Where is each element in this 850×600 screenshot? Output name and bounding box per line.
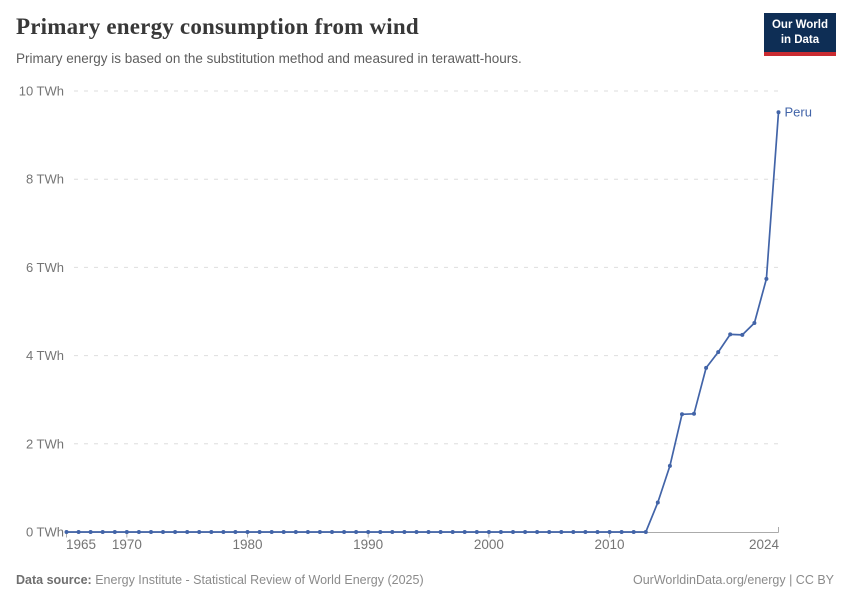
- data-source: Data source: Energy Institute - Statisti…: [16, 573, 424, 587]
- data-point[interactable]: [462, 530, 467, 534]
- data-point[interactable]: [631, 530, 636, 534]
- data-point[interactable]: [378, 530, 383, 534]
- data-point[interactable]: [390, 530, 395, 534]
- data-point[interactable]: [88, 530, 93, 534]
- data-point[interactable]: [692, 411, 696, 416]
- data-point[interactable]: [342, 530, 347, 534]
- data-point[interactable]: [317, 530, 322, 534]
- page-title: Primary energy consumption from wind: [16, 14, 419, 39]
- data-point[interactable]: [305, 530, 310, 534]
- data-point[interactable]: [161, 530, 165, 534]
- data-point[interactable]: [426, 530, 431, 534]
- y-axis-tick-label: 6 TWh: [26, 260, 64, 275]
- data-point[interactable]: [330, 530, 334, 534]
- data-point[interactable]: [571, 530, 576, 534]
- page-subtitle: Primary energy is based on the substitut…: [16, 51, 522, 66]
- data-point[interactable]: [716, 350, 721, 355]
- y-axis-tick-label: 4 TWh: [26, 348, 64, 363]
- y-axis-tick-label: 0 TWh: [26, 525, 64, 540]
- data-point[interactable]: [474, 530, 479, 534]
- data-point[interactable]: [197, 530, 202, 534]
- x-axis-tick-label: 1965: [66, 537, 96, 552]
- data-point[interactable]: [209, 530, 214, 534]
- data-point[interactable]: [64, 530, 69, 534]
- data-point[interactable]: [704, 365, 709, 370]
- data-point[interactable]: [643, 530, 648, 534]
- data-point[interactable]: [100, 530, 105, 534]
- y-axis-tick-label: 2 TWh: [26, 436, 64, 451]
- data-point[interactable]: [583, 530, 588, 534]
- data-point[interactable]: [595, 530, 600, 534]
- series-end-label[interactable]: Peru: [785, 105, 812, 120]
- owid-logo-line1: Our World: [771, 19, 828, 31]
- data-source-label: Data source:: [16, 573, 92, 587]
- data-point[interactable]: [655, 500, 660, 505]
- data-point[interactable]: [173, 530, 178, 534]
- data-point[interactable]: [281, 530, 286, 534]
- data-point[interactable]: [776, 110, 781, 115]
- data-point[interactable]: [293, 530, 298, 534]
- x-axis-tick-label: 1970: [112, 537, 142, 552]
- data-point[interactable]: [149, 530, 153, 534]
- data-point[interactable]: [752, 321, 757, 325]
- data-point[interactable]: [559, 530, 564, 534]
- data-point[interactable]: [680, 412, 684, 417]
- owid-logo-line2: in Data: [780, 33, 820, 46]
- data-point[interactable]: [76, 530, 81, 534]
- data-point[interactable]: [535, 530, 540, 534]
- data-point[interactable]: [221, 530, 226, 534]
- peru-series-line: [65, 111, 780, 533]
- data-point[interactable]: [619, 530, 624, 534]
- data-point[interactable]: [414, 530, 419, 534]
- data-point[interactable]: [269, 530, 274, 534]
- data-source-value: Energy Institute - Statistical Review of…: [95, 573, 424, 587]
- data-point[interactable]: [136, 530, 141, 534]
- data-point[interactable]: [740, 332, 745, 337]
- x-axis-tick-label: 1980: [232, 537, 262, 552]
- data-point[interactable]: [354, 530, 359, 534]
- y-axis-tick-label: 10 TWh: [19, 84, 64, 99]
- data-point[interactable]: [366, 530, 371, 534]
- x-axis-tick-label: 2010: [595, 537, 625, 552]
- data-point[interactable]: [728, 332, 733, 337]
- data-point[interactable]: [185, 530, 190, 534]
- data-point[interactable]: [112, 530, 117, 534]
- data-point[interactable]: [124, 530, 129, 534]
- x-axis-tick-label: 2024: [749, 537, 780, 552]
- data-point[interactable]: [257, 530, 262, 534]
- data-point[interactable]: [402, 530, 407, 534]
- data-point[interactable]: [498, 530, 503, 534]
- data-point[interactable]: [450, 530, 455, 534]
- y-axis-tick-label: 8 TWh: [26, 172, 64, 187]
- data-point[interactable]: [523, 530, 528, 534]
- data-point[interactable]: [233, 530, 238, 534]
- data-point[interactable]: [547, 530, 552, 534]
- data-point[interactable]: [511, 530, 515, 534]
- x-axis-tick-label: 2000: [474, 537, 504, 552]
- data-point[interactable]: [245, 530, 250, 534]
- x-axis-tick-label: 1990: [353, 537, 383, 552]
- credit-link[interactable]: OurWorldinData.org/energy | CC BY: [632, 573, 834, 587]
- data-point[interactable]: [764, 276, 769, 281]
- owid-logo[interactable]: Our World in Data: [763, 13, 836, 56]
- data-point[interactable]: [607, 530, 612, 534]
- data-point[interactable]: [486, 530, 491, 534]
- chart-footer: Data source: Energy Institute - Statisti…: [16, 573, 834, 587]
- data-point[interactable]: [438, 530, 443, 534]
- data-point[interactable]: [667, 463, 672, 468]
